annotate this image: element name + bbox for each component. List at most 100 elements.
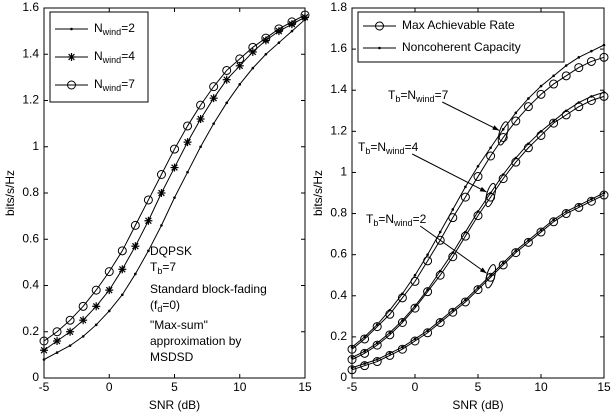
arrow-head xyxy=(479,186,487,193)
marker xyxy=(209,82,219,92)
marker xyxy=(426,329,429,333)
marker xyxy=(527,238,530,242)
marker xyxy=(173,196,176,199)
y-axis-label: bits/s/Hz xyxy=(311,170,325,216)
curve-bracket xyxy=(497,121,509,146)
marker xyxy=(68,344,72,347)
x-tick-label: -5 xyxy=(347,380,358,394)
marker-stroke xyxy=(132,242,139,250)
marker xyxy=(426,288,429,291)
marker-stroke xyxy=(118,265,126,273)
marker xyxy=(199,145,202,149)
marker xyxy=(564,64,568,67)
marker xyxy=(251,66,255,70)
y-tick-label: 1 xyxy=(340,165,347,179)
marker xyxy=(196,100,206,110)
marker xyxy=(261,33,271,43)
marker xyxy=(401,319,404,322)
marker xyxy=(561,71,571,81)
marker xyxy=(118,265,127,274)
marker xyxy=(39,336,49,346)
series-line xyxy=(351,56,605,350)
marker xyxy=(527,97,530,100)
marker xyxy=(347,344,357,354)
marker xyxy=(489,146,492,150)
marker xyxy=(78,301,88,311)
marker xyxy=(52,327,62,337)
marker xyxy=(476,210,480,213)
x-tick-label: 0 xyxy=(412,380,419,394)
y-tick-label: 0.4 xyxy=(22,278,39,292)
x-tick-label: 5 xyxy=(475,380,482,394)
marker xyxy=(107,309,111,313)
x-tick-label: 15 xyxy=(298,380,312,394)
marker xyxy=(121,293,124,297)
marker xyxy=(212,122,215,125)
annotation: Tb=7 xyxy=(150,260,176,276)
y-tick-label: 1.4 xyxy=(22,46,39,60)
annotation: (fd=0) xyxy=(150,298,180,314)
curve-bracket xyxy=(485,182,497,208)
x-tick-label: 0 xyxy=(106,380,113,394)
marker xyxy=(134,272,137,276)
marker xyxy=(549,79,559,89)
arrow-line xyxy=(419,225,487,274)
marker xyxy=(539,228,543,232)
marker xyxy=(388,308,392,312)
marker xyxy=(301,13,309,22)
annotation: "Max-sum" xyxy=(150,318,208,332)
marker-stroke xyxy=(288,20,296,28)
marker xyxy=(438,230,442,234)
marker xyxy=(105,286,114,295)
marker xyxy=(438,269,442,273)
marker-stroke xyxy=(40,346,48,354)
arrow-line xyxy=(411,153,487,193)
marker xyxy=(238,83,242,86)
marker xyxy=(157,189,166,197)
marker xyxy=(498,133,508,142)
marker xyxy=(514,156,518,160)
marker-stroke xyxy=(53,337,61,345)
marker xyxy=(536,89,546,99)
series-line xyxy=(351,95,605,360)
marker xyxy=(40,346,48,355)
y-tick-label: 0.4 xyxy=(330,288,347,302)
marker-stroke xyxy=(301,13,309,21)
annotation: Standard block-fading xyxy=(150,282,267,296)
marker-stroke xyxy=(275,27,283,35)
marker xyxy=(599,52,609,62)
marker xyxy=(536,227,546,237)
marker xyxy=(473,285,483,295)
marker xyxy=(363,335,366,339)
marker xyxy=(423,287,433,297)
x-tick-label: -5 xyxy=(39,380,50,394)
marker xyxy=(372,357,382,367)
marker xyxy=(435,235,445,245)
marker xyxy=(94,323,98,327)
y-tick-label: 1.2 xyxy=(22,93,39,107)
marker xyxy=(464,185,467,189)
marker-stroke xyxy=(236,62,244,70)
curve-label: Tb=Nwind=2 xyxy=(366,212,427,228)
y-tick-label: 0.6 xyxy=(22,231,39,245)
marker xyxy=(552,119,555,123)
marker xyxy=(147,249,150,253)
marker xyxy=(388,352,392,355)
x-tick-label: 10 xyxy=(534,380,548,394)
marker xyxy=(501,173,505,176)
marker xyxy=(170,144,179,154)
marker xyxy=(196,115,205,123)
marker-stroke xyxy=(171,164,178,171)
legend-marker xyxy=(67,53,76,61)
legend-marker xyxy=(70,27,73,31)
marker xyxy=(53,337,62,345)
marker xyxy=(222,75,231,84)
marker xyxy=(473,172,483,182)
marker xyxy=(274,24,284,34)
marker xyxy=(602,43,606,47)
marker xyxy=(451,308,455,312)
marker xyxy=(552,218,555,222)
marker-stroke xyxy=(249,48,257,56)
marker xyxy=(577,56,581,59)
marker xyxy=(577,204,581,207)
